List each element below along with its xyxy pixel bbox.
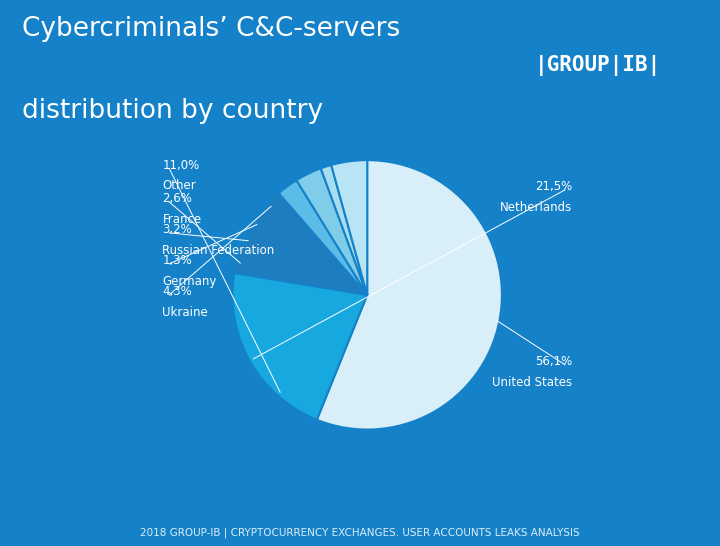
Text: Russian Federation: Russian Federation — [163, 244, 275, 257]
Text: France: France — [163, 213, 202, 225]
Wedge shape — [317, 160, 502, 430]
Text: distribution by country: distribution by country — [22, 98, 323, 124]
Text: Other: Other — [163, 179, 196, 192]
Text: 2,6%: 2,6% — [163, 192, 192, 205]
Text: 3,2%: 3,2% — [163, 223, 192, 236]
Wedge shape — [279, 180, 367, 295]
Wedge shape — [297, 168, 367, 295]
Wedge shape — [331, 160, 367, 295]
Text: 21,5%: 21,5% — [535, 180, 572, 193]
Text: 56,1%: 56,1% — [535, 355, 572, 369]
Wedge shape — [321, 165, 367, 295]
Text: 2018 GROUP-IB | CRYPTOCURRENCY EXCHANGES. USER ACCOUNTS LEAKS ANALYSIS: 2018 GROUP-IB | CRYPTOCURRENCY EXCHANGES… — [140, 527, 580, 538]
Text: Germany: Germany — [163, 275, 217, 288]
Text: |GROUP|IB|: |GROUP|IB| — [534, 55, 661, 76]
Text: 1,3%: 1,3% — [163, 254, 192, 268]
Text: 4,3%: 4,3% — [163, 286, 192, 299]
Wedge shape — [233, 273, 367, 420]
Text: United States: United States — [492, 376, 572, 389]
Text: 11,0%: 11,0% — [163, 159, 199, 172]
Wedge shape — [234, 193, 367, 295]
Text: Netherlands: Netherlands — [500, 200, 572, 213]
Text: Ukraine: Ukraine — [163, 306, 208, 319]
Text: Cybercriminals’ C&C-servers: Cybercriminals’ C&C-servers — [22, 16, 400, 43]
